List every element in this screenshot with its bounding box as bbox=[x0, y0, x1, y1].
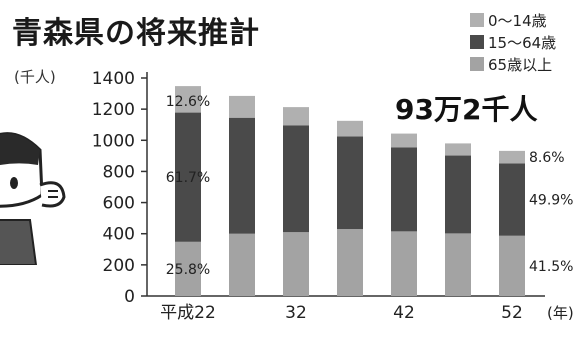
bar-segment-0-14 bbox=[337, 120, 363, 137]
bar-segment-15-64 bbox=[391, 147, 417, 232]
x-tick-label: 52 bbox=[501, 303, 523, 323]
legend-swatch-65-plus bbox=[470, 57, 484, 71]
legend: 0～14歳 15～64歳 65歳以上 bbox=[470, 10, 556, 76]
bar-segment-0-14 bbox=[283, 107, 309, 126]
bar-segment-65-plus bbox=[337, 229, 363, 296]
legend-swatch-0-14 bbox=[470, 13, 484, 27]
bar-segment-15-64 bbox=[283, 125, 309, 233]
bar-segment-65-plus bbox=[283, 232, 309, 296]
data-label: 41.5% bbox=[529, 259, 573, 275]
chart-title: 青森県の将来推計 bbox=[12, 16, 260, 51]
legend-label-65-plus: 65歳以上 bbox=[488, 55, 553, 74]
bar-segment-0-14 bbox=[499, 150, 525, 164]
bar-segment-15-64 bbox=[499, 163, 525, 236]
bar-segment-65-plus bbox=[229, 233, 255, 296]
x-tick-label: 32 bbox=[285, 303, 307, 323]
x-tick-label: 42 bbox=[393, 303, 415, 323]
population-callout: 93万2千人 bbox=[395, 93, 538, 126]
y-tick-label: 200 bbox=[103, 256, 135, 276]
x-axis-unit: (年) bbox=[547, 304, 574, 322]
data-label: 49.9% bbox=[529, 193, 573, 209]
bar-segment-15-64 bbox=[175, 112, 201, 242]
data-label: 61.7% bbox=[166, 170, 210, 186]
y-tick-label: 400 bbox=[103, 225, 135, 245]
bar-segment-65-plus bbox=[445, 233, 471, 296]
data-label: 8.6% bbox=[529, 150, 565, 166]
legend-label-0-14: 0～14歳 bbox=[488, 11, 547, 30]
bar-segment-15-64 bbox=[337, 136, 363, 230]
bar-segment-65-plus bbox=[391, 231, 417, 296]
bar-segment-65-plus bbox=[499, 235, 525, 296]
bar-segment-0-14 bbox=[391, 133, 417, 148]
data-label: 12.6% bbox=[166, 94, 210, 110]
bar-segment-15-64 bbox=[229, 117, 255, 234]
bar-segment-0-14 bbox=[445, 143, 471, 156]
legend-swatch-15-64 bbox=[470, 35, 484, 49]
bar-segment-15-64 bbox=[445, 155, 471, 234]
legend-label-15-64: 15～64歳 bbox=[488, 33, 557, 52]
y-axis-unit: (千人) bbox=[14, 68, 56, 86]
legend-item-65-plus: 65歳以上 bbox=[470, 54, 556, 74]
bar-segment-0-14 bbox=[175, 86, 201, 113]
y-tick-label: 600 bbox=[103, 194, 135, 214]
legend-item-15-64: 15～64歳 bbox=[470, 32, 556, 52]
bar-segment-65-plus bbox=[175, 241, 201, 296]
cartoon-character-illustration bbox=[0, 132, 66, 265]
y-tick-label: 1000 bbox=[92, 131, 135, 151]
y-tick-label: 1200 bbox=[92, 100, 135, 120]
x-tick-label: 平成22 bbox=[160, 303, 216, 323]
y-tick-label: 0 bbox=[124, 287, 135, 307]
legend-item-0-14: 0～14歳 bbox=[470, 10, 556, 30]
bar-segment-0-14 bbox=[229, 95, 255, 118]
y-tick-label: 1400 bbox=[92, 69, 135, 89]
data-label: 25.8% bbox=[166, 262, 210, 278]
y-tick-label: 800 bbox=[103, 162, 135, 182]
